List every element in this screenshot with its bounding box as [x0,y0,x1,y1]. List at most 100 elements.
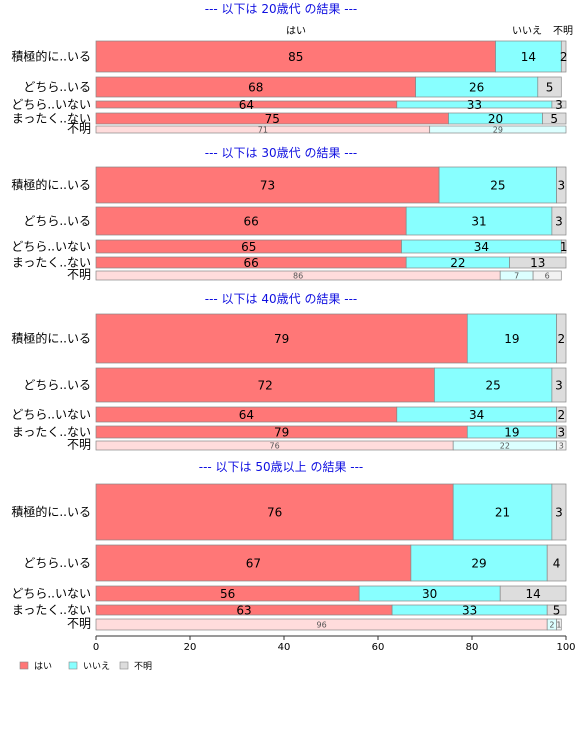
data-label: 5 [550,112,558,126]
legend-swatch-no [68,661,78,670]
data-label: 14 [521,50,536,64]
data-label: 13 [530,256,545,270]
data-label: 76 [270,441,280,450]
category-label: 不明 [67,438,91,452]
category-label: どちら..いない [11,408,91,422]
data-label: 26 [469,80,484,94]
category-label: まったく..ない [12,112,91,126]
x-tick-label: 20 [184,642,197,653]
data-label: 3 [555,505,563,519]
data-label: 2 [560,50,568,64]
category-label: どちら..いない [11,98,91,112]
data-label: 5 [546,80,554,94]
x-tick-label: 100 [556,642,575,653]
column-header: いいえ [512,25,542,37]
category-label: 不明 [67,122,91,136]
category-label: まったく..ない [12,603,91,617]
bar-segment-unknown [509,256,567,269]
bar-segment-yes [95,313,468,364]
bar-segment-unknown [551,100,567,109]
column-header: 不明 [553,25,573,37]
bar-segment-unknown [556,618,562,631]
data-label: 86 [293,271,303,280]
data-label: 1 [560,240,568,254]
bar-segment-no [410,544,548,582]
category-label: どちら..いる [23,556,91,570]
data-label: 34 [474,240,489,254]
data-label: 19 [504,425,519,439]
data-label: 65 [241,240,256,254]
data-label: 2 [557,408,565,422]
bar-segment-no [495,40,562,73]
bar-segment-no [434,367,553,403]
data-label: 67 [246,556,261,570]
bar-segment-unknown [537,76,562,98]
bar-segment-yes [95,367,435,403]
data-label: 64 [239,408,254,422]
category-label: まったく..ない [12,425,91,439]
data-label: 22 [450,256,465,270]
bar-segment-no [438,166,557,204]
data-label: 25 [490,178,505,192]
data-label: 75 [265,112,280,126]
legend-label: はい [34,661,52,672]
data-label: 6 [545,271,550,280]
data-label: 2 [557,332,565,346]
category-label: どちら..いない [11,587,91,601]
category-label: 積極的に..いる [11,49,91,64]
data-label: 33 [467,98,482,112]
bar-segment-yes [95,544,412,582]
data-label: 73 [260,178,275,192]
data-label: 66 [243,214,258,228]
data-label: 33 [462,603,477,617]
x-tick-label: 60 [372,642,385,653]
bar-segment-unknown [551,206,567,236]
bar-segment-unknown [556,440,567,451]
data-label: 21 [495,505,510,519]
bar-segment-unknown [551,367,567,403]
data-label: 66 [243,256,258,270]
bar-segment-unknown [556,166,567,204]
bar-segment-yes [95,206,407,236]
column-header: はい [286,25,306,37]
data-label: 29 [493,125,503,134]
category-label: 不明 [67,268,91,282]
legend-label: 不明 [134,661,152,672]
bar-segment-unknown [542,112,567,125]
category-label: まったく..ない [12,256,91,270]
bar-segment-unknown [551,483,567,541]
data-label: 7 [514,271,519,280]
bar-segment-no [429,125,567,134]
legend-swatch-yes [19,661,29,670]
data-label: 5 [553,603,561,617]
category-label: どちら..いる [23,80,91,94]
data-label: 68 [248,80,263,94]
data-label: 72 [258,378,273,392]
data-label: 3 [557,425,565,439]
data-label: 29 [471,556,486,570]
bar-segment-unknown [556,425,567,439]
data-label: 63 [236,603,251,617]
data-label: 56 [220,587,235,601]
bar-segment-yes [95,40,496,73]
bar-segment-unknown [546,544,567,582]
panel-title: --- 以下は 20歳代 の結果 --- [205,2,358,16]
data-label: 30 [422,587,437,601]
category-label: 積極的に..いる [11,331,91,346]
data-label: 4 [553,556,561,570]
category-label: どちら..いない [11,240,91,254]
data-label: 3 [555,98,563,112]
panel-title: --- 以下は 30歳代 の結果 --- [205,146,358,160]
data-label: 31 [471,214,486,228]
data-label: 2 [549,620,554,629]
data-label: 25 [486,378,501,392]
data-label: 1 [556,620,561,629]
data-label: 22 [500,441,510,450]
data-label: 79 [274,332,289,346]
data-label: 3 [559,441,564,450]
data-label: 3 [555,214,563,228]
data-label: 34 [469,408,484,422]
data-label: 79 [274,425,289,439]
data-label: 85 [288,50,303,64]
bar-segment-unknown [560,40,567,73]
